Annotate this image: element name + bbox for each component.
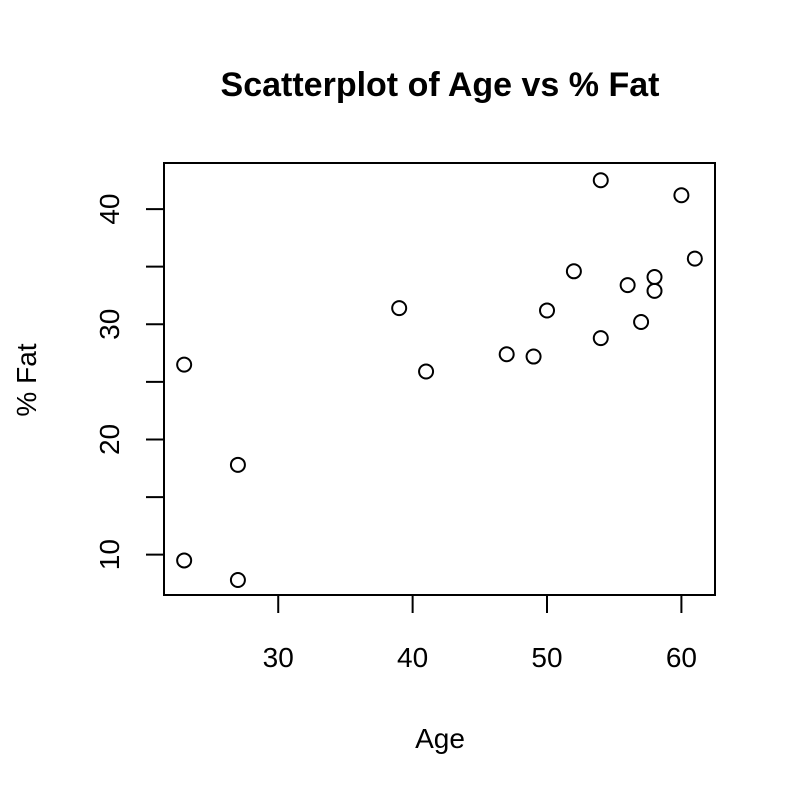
data-point	[646, 269, 663, 286]
data-point	[229, 572, 246, 589]
data-point	[619, 277, 636, 294]
data-point	[565, 263, 582, 280]
y-tick-label: 30	[94, 309, 125, 340]
y-tick-label: 40	[94, 194, 125, 225]
x-tick-label: 40	[397, 642, 428, 673]
x-tick-label: 30	[263, 642, 294, 673]
data-point	[525, 348, 542, 365]
data-points	[176, 172, 703, 589]
chart-title: Scatterplot of Age vs % Fat	[221, 66, 660, 104]
data-point	[592, 330, 609, 347]
data-point	[673, 187, 690, 204]
data-point	[592, 172, 609, 189]
y-axis-label: % Fat	[11, 343, 42, 416]
x-tick-label: 60	[666, 642, 697, 673]
data-point	[539, 302, 556, 319]
data-point	[633, 313, 650, 330]
data-point	[686, 250, 703, 267]
y-axis: 10 20 30 40	[94, 194, 164, 570]
data-point	[498, 346, 515, 363]
x-axis: 30 40 50 60	[263, 595, 697, 673]
y-tick-label: 10	[94, 539, 125, 570]
data-point	[176, 552, 193, 569]
y-tick-label: 20	[94, 424, 125, 455]
data-point	[646, 282, 663, 299]
data-point	[229, 456, 246, 473]
plot-frame	[163, 162, 716, 596]
x-tick-label: 50	[531, 642, 562, 673]
data-point	[176, 356, 193, 373]
data-point	[418, 363, 435, 380]
data-point	[391, 300, 408, 317]
x-axis-label: Age	[415, 723, 465, 754]
